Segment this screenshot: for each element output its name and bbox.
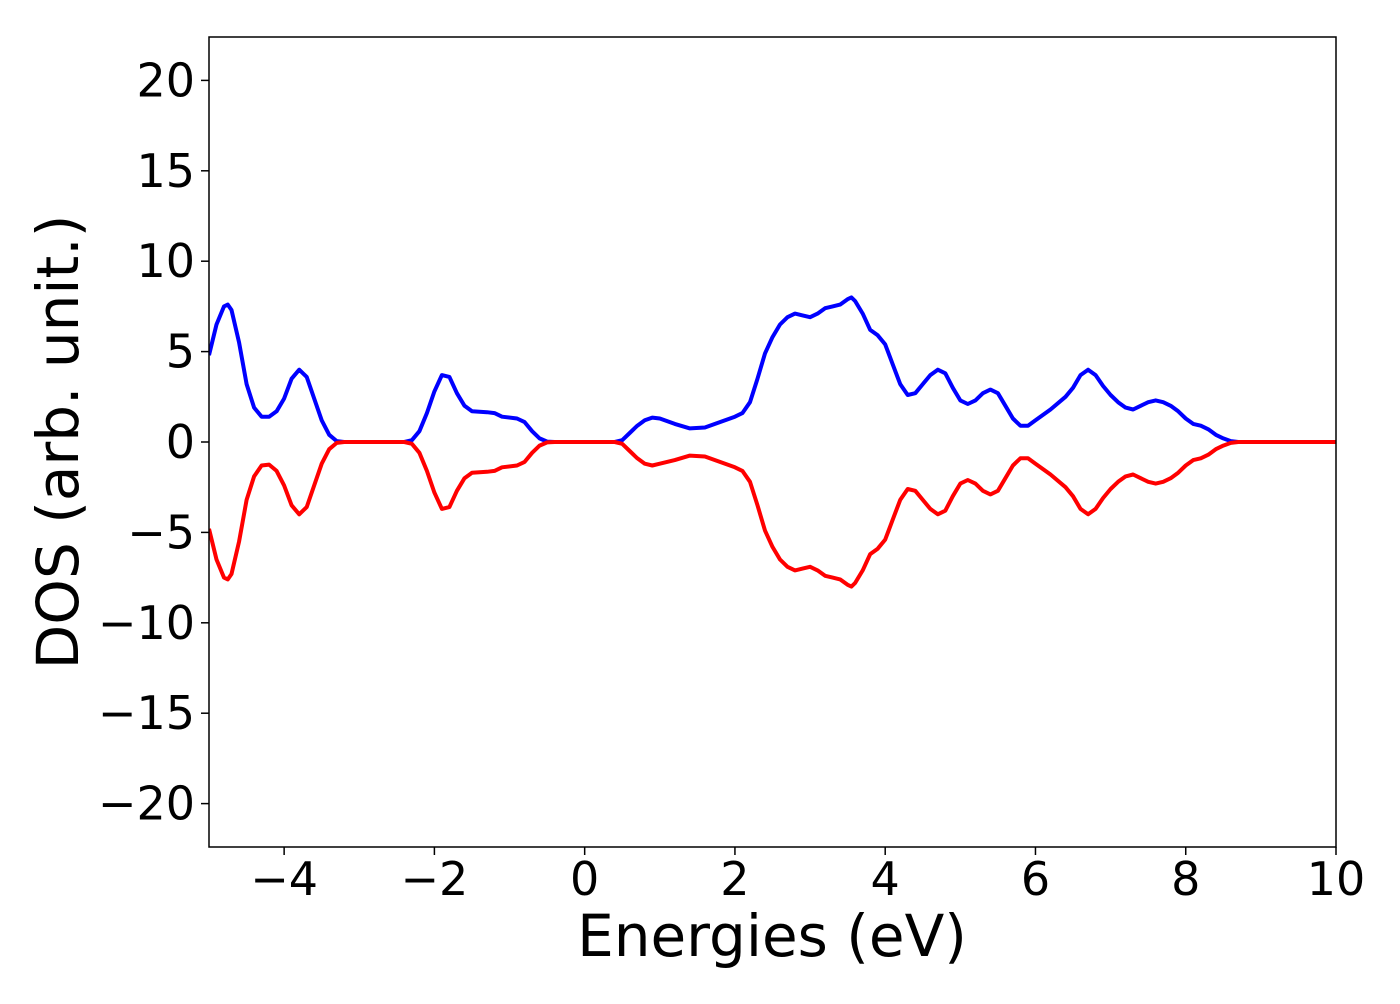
y-tick-label: 15	[136, 144, 195, 198]
x-tick-label: 10	[1307, 852, 1366, 906]
line-series	[209, 295, 1336, 444]
line-series	[209, 440, 1336, 589]
y-tick-label: 10	[136, 234, 195, 288]
x-tick-label: 2	[720, 852, 749, 906]
plot-frame	[208, 36, 1337, 848]
x-tick-label: −2	[400, 852, 468, 906]
y-tick-label: −10	[98, 596, 195, 650]
y-axis-label: DOS (arb. unit.)	[24, 215, 92, 670]
y-tick-label: −20	[98, 777, 195, 831]
x-tick-label: 0	[570, 852, 599, 906]
x-tick-label: −4	[250, 852, 318, 906]
x-axis-label: Energies (eV)	[577, 902, 967, 970]
x-tick-label: 8	[1171, 852, 1200, 906]
y-tick-label: 5	[166, 325, 195, 379]
y-tick-label: 0	[166, 415, 195, 469]
y-tick-label: 20	[136, 53, 195, 107]
y-tick-label: −5	[127, 505, 195, 559]
x-tick-label: 4	[871, 852, 900, 906]
x-tick-label: 6	[1021, 852, 1050, 906]
y-tick-label: −15	[98, 686, 195, 740]
